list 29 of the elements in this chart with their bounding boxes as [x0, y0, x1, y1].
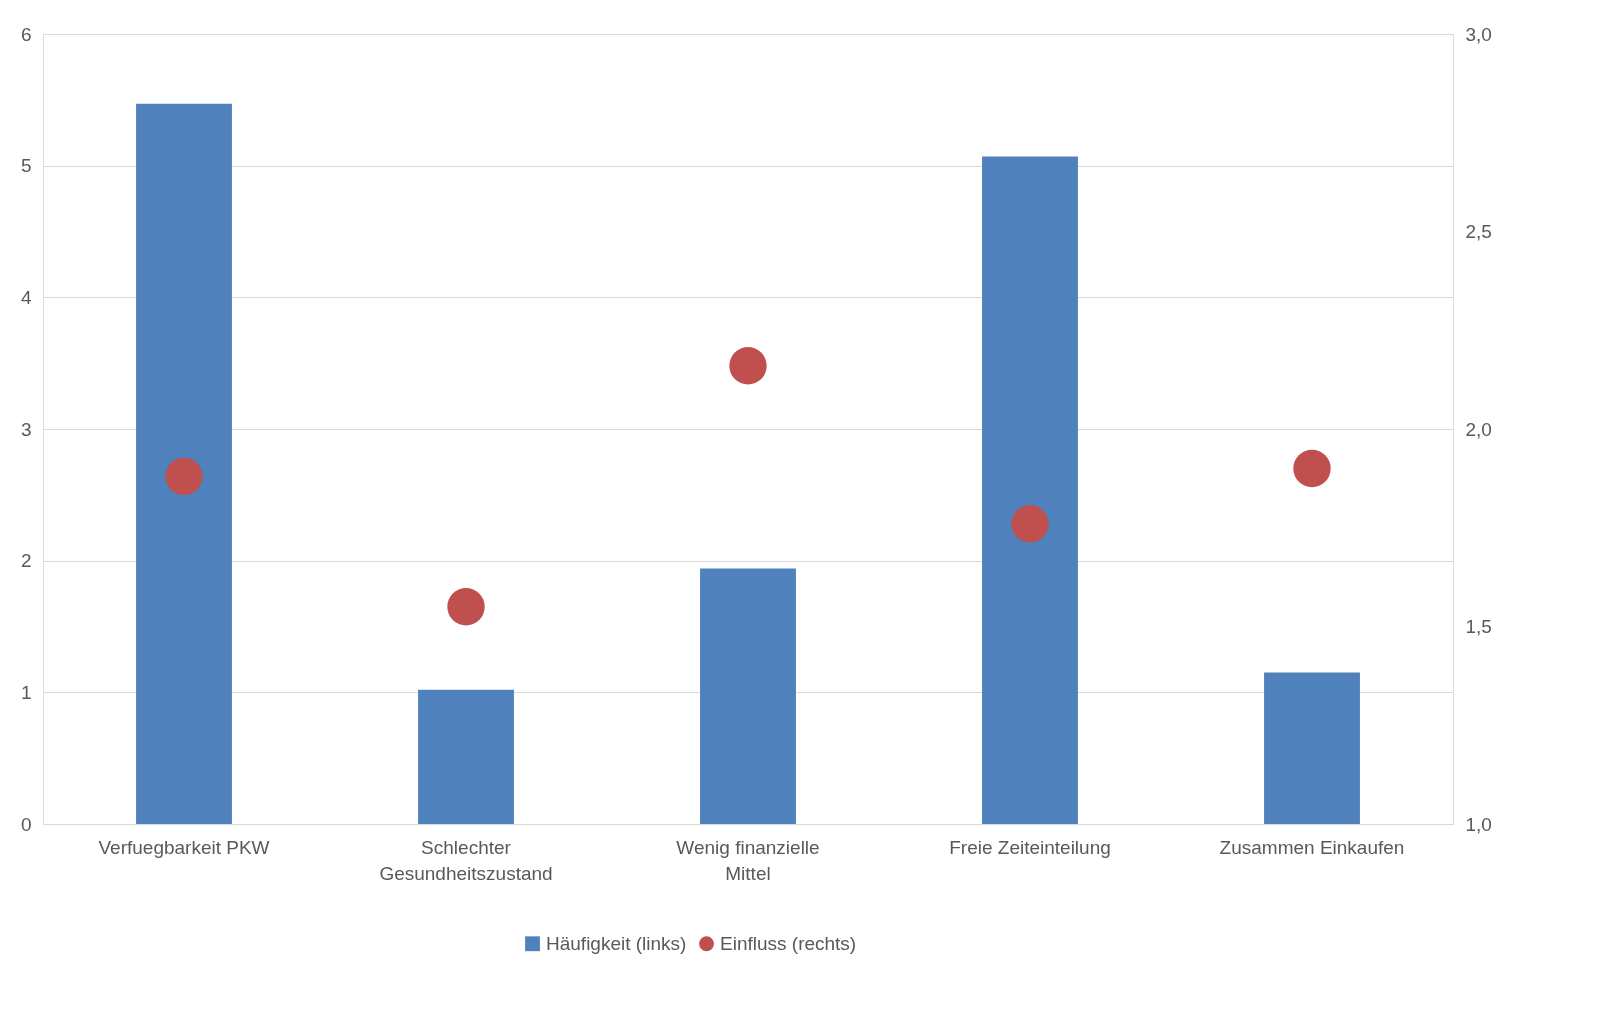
y-tick-label: 5	[20, 155, 32, 177]
y-tick-label: 0	[20, 813, 32, 835]
y-tick-label: 3	[20, 418, 32, 440]
bar	[418, 689, 514, 824]
point	[447, 588, 485, 626]
y-tick-label: 6	[20, 23, 32, 45]
x-tick-label: Freie Zeiteinteilung	[949, 836, 1111, 858]
point	[729, 347, 767, 385]
bar	[136, 103, 232, 824]
y2-tick-label: 1,5	[1465, 616, 1492, 637]
x-tick-label: Zusammen Einkaufen	[1219, 836, 1405, 858]
legend-label: Häufigkeit (links)	[546, 932, 687, 954]
point	[165, 457, 203, 496]
point	[1011, 505, 1049, 543]
y-tick-label: 4	[20, 286, 32, 308]
x-tick-label: Schlechter Gesundheitszustand	[379, 836, 553, 884]
legend-label: Einfluss (rechts)	[720, 932, 857, 954]
bar	[982, 156, 1078, 824]
y-tick-label: 1	[20, 681, 32, 703]
x-tick-label: Verfuegbarkeit PKW	[98, 836, 270, 858]
bar	[700, 568, 796, 824]
y2-tick-label: 2,5	[1465, 221, 1492, 242]
y2-tick-label: 2,0	[1465, 418, 1492, 440]
y-tick-label: 2	[20, 550, 32, 572]
y2-tick-label: 1,0	[1465, 813, 1492, 835]
y2-tick-label: 3,0	[1465, 23, 1492, 45]
x-tick-label: Wenig finanzielle Mittel	[676, 836, 820, 884]
point	[1293, 449, 1331, 488]
bar	[1264, 672, 1360, 824]
